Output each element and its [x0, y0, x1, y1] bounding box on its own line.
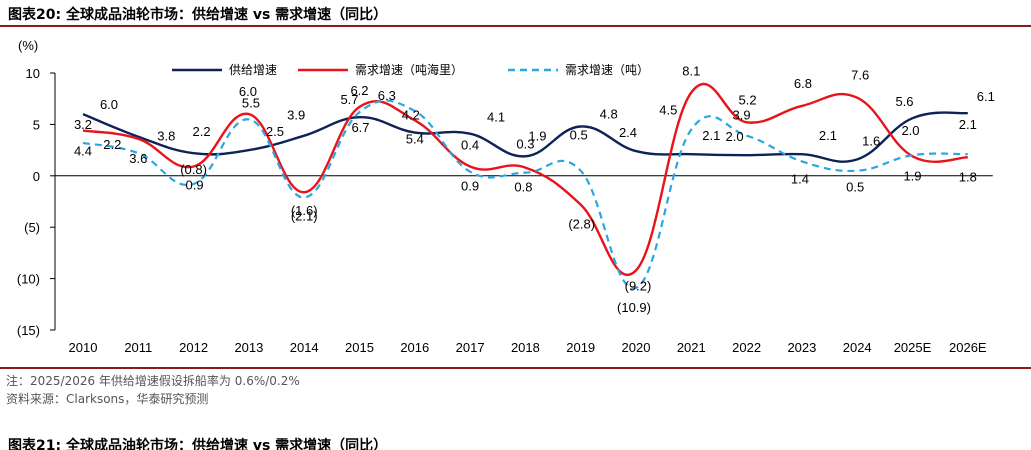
data-label-supply-growth: 4.2 [402, 108, 420, 123]
data-label-demand-growth-tonne-miles: 5.2 [739, 92, 757, 107]
data-label-demand-growth-tonne-miles: 7.6 [851, 68, 869, 83]
data-label-supply-growth: 1.9 [528, 128, 546, 143]
chart-data-labels: 6.03.8 2.2 2.53.95.74.2 4.11.94.82.4 2.1 2.0 2… [74, 64, 995, 315]
series-line-demand-growth-tonnes [82, 99, 968, 290]
x-tick-label: 2025E [894, 340, 932, 355]
data-label-supply-growth: 2.1 [819, 128, 837, 143]
data-label-demand-growth-tonne-miles: 1.9 [903, 168, 921, 183]
x-tick-label: 2011 [124, 340, 152, 355]
data-label-demand-growth-tonne-miles: (1.6) [291, 203, 318, 218]
data-label-supply-growth: 2.0 [726, 129, 744, 144]
data-label-demand-growth-tonnes: 1.4 [791, 171, 809, 186]
x-tick-label: 2024 [843, 340, 872, 355]
data-label-demand-growth-tonnes: 3.9 [733, 108, 751, 123]
x-tick-label: 2023 [787, 340, 816, 355]
chart-legend: 供给增速 需求增速（吨海里） 需求增速（吨） [172, 62, 649, 77]
data-label-demand-growth-tonnes: 2.0 [901, 123, 919, 138]
data-label-demand-growth-tonnes: 4.5 [659, 103, 677, 118]
data-label-supply-growth: 1.6 [862, 133, 880, 148]
x-tick-label: 2021 [677, 340, 706, 355]
line-chart: (%) 10 5 0 (5) (10) (15) 2010 2011 2012 2013 2014 20… [17, 38, 995, 355]
x-tick-label: 2013 [234, 340, 263, 355]
chart-series [82, 82, 968, 290]
data-label-supply-growth: 6.1 [977, 89, 995, 104]
data-label-supply-growth: 2.2 [193, 124, 211, 139]
data-label-demand-growth-tonne-miles: (9.2) [625, 278, 652, 293]
data-label-demand-growth-tonnes: 6.3 [378, 88, 396, 103]
x-tick-label: 2015 [345, 340, 374, 355]
next-figure-title: 图表21: 全球成品油轮市场：供给增速 vs 需求增速（同比） [8, 438, 388, 450]
y-tick-label: (15) [17, 323, 40, 338]
data-label-supply-growth: 2.4 [619, 125, 637, 140]
legend-label-demand-growth-tonne-miles: 需求增速（吨海里） [355, 62, 463, 77]
x-tick-label: 2016 [400, 340, 429, 355]
data-label-demand-growth-tonne-miles: 5.4 [406, 131, 424, 146]
data-label-supply-growth: 5.7 [340, 92, 358, 107]
data-label-demand-growth-tonnes: 0.3 [516, 137, 534, 152]
top-rule [0, 25, 1031, 27]
data-label-demand-growth-tonne-miles: 8.1 [682, 64, 700, 79]
data-label-supply-growth: 3.8 [157, 129, 175, 144]
data-label-supply-growth: 2.5 [266, 124, 284, 139]
data-label-supply-growth: 4.1 [487, 110, 505, 125]
data-label-demand-growth-tonne-miles: 4.4 [74, 144, 92, 159]
legend-label-demand-growth-tonnes: 需求增速（吨） [565, 63, 649, 77]
data-label-demand-growth-tonnes: (2.1) [291, 208, 318, 223]
x-tick-label: 2017 [456, 340, 485, 355]
data-label-demand-growth-tonne-miles: 1.8 [959, 169, 977, 184]
x-tick-label: 2022 [732, 340, 761, 355]
data-label-demand-growth-tonne-miles: 0.9 [186, 178, 204, 193]
data-label-demand-growth-tonne-miles: 0.8 [514, 180, 532, 195]
data-label-supply-growth: 2.1 [702, 128, 720, 143]
data-label-supply-growth: 6.0 [100, 97, 118, 112]
data-label-demand-growth-tonnes: 3.2 [74, 117, 92, 132]
data-label-demand-growth-tonnes: 0.5 [846, 180, 864, 195]
data-label-demand-growth-tonnes: (0.8) [180, 162, 207, 177]
x-tick-label: 2010 [69, 340, 98, 355]
x-tick-label: 2014 [290, 340, 319, 355]
series-line-demand-growth-tonne-miles [82, 82, 968, 276]
data-label-demand-growth-tonnes: 2.2 [103, 137, 121, 152]
data-label-demand-growth-tonnes: 0.5 [570, 128, 588, 143]
data-label-supply-growth: 3.9 [287, 108, 305, 123]
y-tick-label: 5 [33, 117, 40, 132]
x-tick-label: 2012 [179, 340, 208, 355]
x-tick-label: 2019 [566, 340, 595, 355]
data-label-demand-growth-tonne-miles: 6.0 [239, 84, 257, 99]
data-label-supply-growth: 4.8 [600, 106, 618, 121]
y-tick-label: 0 [33, 169, 40, 184]
x-tick-label: 2018 [511, 340, 540, 355]
data-label-demand-growth-tonne-miles: 6.7 [351, 120, 369, 135]
series-line-supply-growth [82, 111, 968, 163]
data-label-demand-growth-tonne-miles: 0.9 [461, 179, 479, 194]
data-label-demand-growth-tonne-miles: 6.8 [794, 76, 812, 91]
data-label-demand-growth-tonne-miles: (2.8) [568, 217, 595, 232]
data-label-demand-growth-tonnes: 5.5 [242, 95, 260, 110]
source-note: 资料来源：Clarksons，华泰研究预测 [6, 392, 209, 406]
y-tick-label: (10) [17, 272, 40, 287]
figure-title: 图表20: 全球成品油轮市场：供给增速 vs 需求增速（同比） [8, 7, 388, 23]
y-tick-label: (5) [24, 220, 40, 235]
legend-label-supply-growth: 供给增速 [229, 63, 277, 77]
x-tick-label: 2020 [622, 340, 651, 355]
data-label-demand-growth-tonnes: (10.9) [617, 300, 651, 315]
data-label-demand-growth-tonne-miles: 3.6 [129, 151, 147, 166]
data-label-demand-growth-tonnes: 2.1 [959, 117, 977, 132]
data-label-supply-growth: 5.6 [895, 94, 913, 109]
chart-axes: (%) 10 5 0 (5) (10) (15) 2010 2011 2012 2013 2014 20… [17, 38, 993, 355]
bottom-rule [0, 367, 1031, 369]
y-tick-label: 10 [26, 66, 40, 81]
y-axis-label: (%) [18, 38, 38, 53]
footnote: 注：2025/2026 年供给增速假设拆船率为 0.6%/0.2% [6, 374, 300, 388]
data-label-demand-growth-tonnes: 6.2 [350, 83, 368, 98]
data-label-demand-growth-tonnes: 0.4 [461, 138, 479, 153]
x-tick-label: 2026E [949, 340, 987, 355]
